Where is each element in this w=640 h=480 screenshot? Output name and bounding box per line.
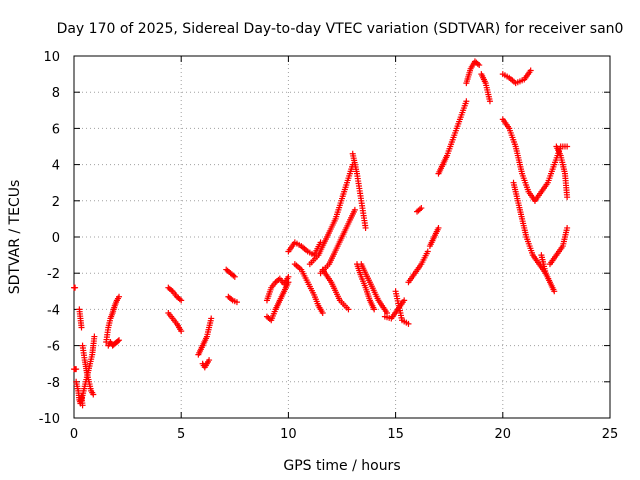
data-point	[317, 239, 324, 246]
y-axis-label: SDTVAR / TECUs	[7, 180, 23, 295]
x-tick-label: 15	[387, 427, 404, 442]
y-tick-label: 10	[43, 50, 60, 65]
data-point	[116, 337, 123, 344]
data-point	[345, 306, 352, 313]
x-tick-label: 25	[602, 427, 619, 442]
data-point	[233, 299, 240, 306]
data-point	[564, 194, 571, 201]
axis-ticks: 0 5 10 15 20 25 -10 -8 -6 -4 -2 0 2 4 6 8 10	[39, 50, 619, 442]
data-point	[79, 402, 86, 409]
data-point	[486, 98, 493, 105]
data-point	[362, 224, 369, 231]
data-point	[206, 357, 213, 364]
y-tick-label: -6	[47, 340, 60, 355]
data-point	[405, 320, 412, 327]
y-tick-label: 6	[52, 122, 60, 137]
data-point	[72, 284, 79, 291]
data-point	[371, 306, 378, 313]
y-tick-label: -10	[39, 412, 60, 427]
data-point	[73, 366, 80, 373]
data-point	[424, 248, 431, 255]
data-point	[285, 279, 292, 286]
data-point	[78, 324, 85, 331]
data-point	[401, 297, 408, 304]
data-point	[527, 67, 534, 74]
data-point	[208, 315, 215, 322]
data-point	[418, 205, 425, 212]
data-point	[178, 328, 185, 335]
data-point	[463, 98, 470, 105]
y-tick-label: -8	[47, 376, 60, 391]
data-point	[116, 293, 123, 300]
x-tick-label: 5	[177, 427, 185, 442]
y-tick-label: -2	[47, 267, 60, 282]
data-point	[435, 224, 442, 231]
y-tick-label: 8	[52, 86, 60, 101]
data-point	[285, 273, 292, 280]
data-point	[91, 333, 98, 340]
data-point	[231, 273, 238, 280]
data-point	[564, 224, 571, 231]
data-point	[178, 297, 185, 304]
y-tick-label: -4	[47, 303, 60, 318]
y-tick-label: 2	[52, 195, 60, 210]
x-axis-label: GPS time / hours	[283, 458, 400, 474]
data-point	[114, 338, 121, 345]
data-point	[90, 391, 97, 398]
data-points	[71, 58, 571, 409]
x-tick-label: 10	[280, 427, 297, 442]
data-point	[476, 62, 483, 69]
y-tick-label: 4	[52, 159, 60, 174]
data-point	[551, 288, 558, 295]
chart-title: Day 170 of 2025, Sidereal Day-to-day VTE…	[57, 21, 624, 37]
data-point	[319, 310, 326, 317]
x-tick-label: 0	[70, 427, 78, 442]
data-point	[351, 206, 358, 213]
x-tick-label: 20	[495, 427, 512, 442]
data-point	[564, 143, 571, 150]
y-tick-label: 0	[52, 231, 60, 246]
